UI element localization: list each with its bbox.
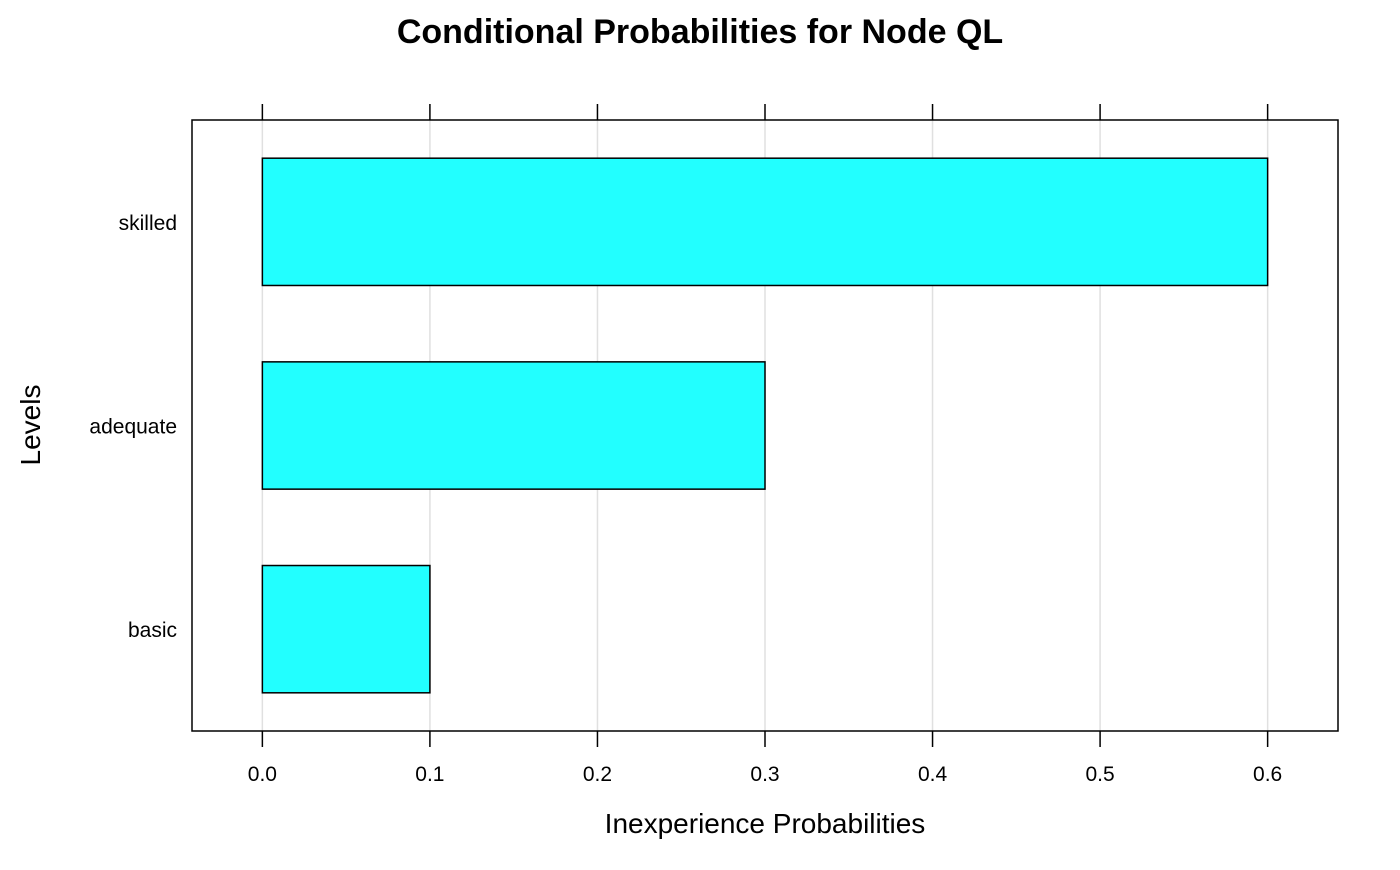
x-tick-label: 0.1 [415, 763, 444, 786]
x-tick-label: 0.0 [248, 763, 277, 786]
chart-title: Conditional Probabilities for Node QL [397, 13, 1003, 51]
x-tick-label: 0.3 [750, 763, 779, 786]
bar-skilled [261, 157, 1269, 287]
x-tick-label: 0.6 [1253, 763, 1282, 786]
x-tick-label: 0.5 [1085, 763, 1114, 786]
x-axis-label: Inexperience Probabilities [605, 808, 926, 839]
axis-ticks: 0.0 0.1 0.2 0.3 0.4 0.5 0.6 basic adequate skille… [89, 104, 1282, 786]
bars [261, 157, 1269, 694]
y-axis-label: Levels [15, 385, 46, 466]
x-tick-label: 0.2 [583, 763, 612, 786]
y-tick-label: adequate [89, 416, 177, 439]
bar-basic [261, 564, 431, 694]
y-tick-label: skilled [119, 212, 177, 235]
y-tick-label: basic [128, 619, 177, 642]
x-tick-label: 0.4 [918, 763, 948, 786]
bar-adequate [261, 361, 766, 490]
